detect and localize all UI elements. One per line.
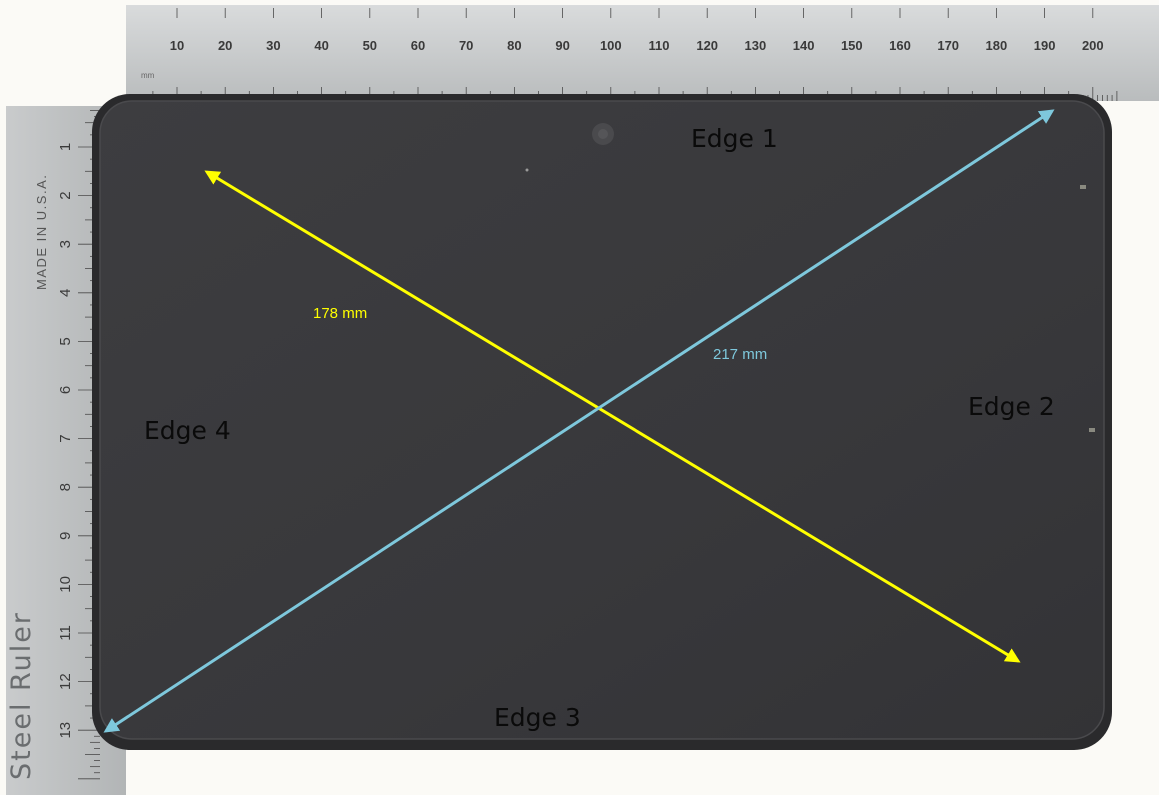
ruler-number: 200 — [1082, 38, 1104, 53]
top-ruler-numbers: 10 20 30 40 50 60 70 80 90 100 110 120 130 140 150 160 1… — [170, 38, 1104, 53]
blue-measurement-label: 217 mm — [713, 346, 768, 363]
ruler-number: 170 — [937, 38, 959, 53]
ruler-number: 70 — [459, 38, 473, 53]
edge-1-label: Edge 1 — [691, 124, 778, 153]
ruler-number: 40 — [314, 38, 328, 53]
ruler-number: 12 — [57, 673, 74, 690]
ruler-number: 3 — [57, 240, 74, 248]
ruler-number: 130 — [745, 38, 767, 53]
ruler-number: 190 — [1034, 38, 1056, 53]
ruler-number: 120 — [696, 38, 718, 53]
edge-3-label: Edge 3 — [494, 703, 581, 732]
ruler-number: 2 — [57, 191, 74, 199]
ruler-number: 4 — [57, 289, 74, 297]
ruler-number: 11 — [57, 625, 74, 641]
ruler-number: 9 — [57, 532, 74, 540]
ruler-number: 30 — [266, 38, 280, 53]
ruler-number: 7 — [57, 434, 74, 442]
ruler-number: 13 — [57, 722, 74, 739]
ruler-number: 8 — [57, 483, 74, 491]
tablet-device — [92, 94, 1112, 750]
ruler-number: 50 — [363, 38, 377, 53]
measurement-arrows — [103, 109, 1055, 733]
ruler-number: 1 — [57, 143, 74, 151]
ruler-number: 6 — [57, 386, 74, 394]
top-ruler: 10 20 30 40 50 60 70 80 90 100 110 120 130 140 150 160 1… — [126, 5, 1159, 101]
ruler-number: 180 — [986, 38, 1008, 53]
ruler-number: 10 — [57, 576, 74, 593]
ruler-number: 20 — [218, 38, 232, 53]
side-port-marker — [1089, 428, 1095, 432]
blue-diagonal-arrow — [103, 109, 1055, 733]
edge-2-label: Edge 2 — [968, 392, 1055, 421]
yellow-measurement-label: 178 mm — [313, 305, 368, 322]
ruler-number: 90 — [555, 38, 569, 53]
ruler-number: 160 — [889, 38, 911, 53]
edge-4-label: Edge 4 — [144, 416, 231, 445]
ruler-number: 80 — [507, 38, 521, 53]
ruler-number: 100 — [600, 38, 622, 53]
ruler-number: 140 — [793, 38, 815, 53]
top-ruler-unit: mm — [141, 71, 155, 80]
ruler-number: 150 — [841, 38, 863, 53]
left-ruler-brand: MADE IN U.S.A. — [34, 174, 49, 290]
ruler-number: 5 — [57, 337, 74, 345]
ruler-number: 10 — [170, 38, 184, 53]
ruler-number: 60 — [411, 38, 425, 53]
left-ruler-maker: Steel Ruler — [6, 611, 37, 780]
ruler-number: 110 — [649, 38, 670, 53]
side-port-marker — [1080, 185, 1086, 189]
